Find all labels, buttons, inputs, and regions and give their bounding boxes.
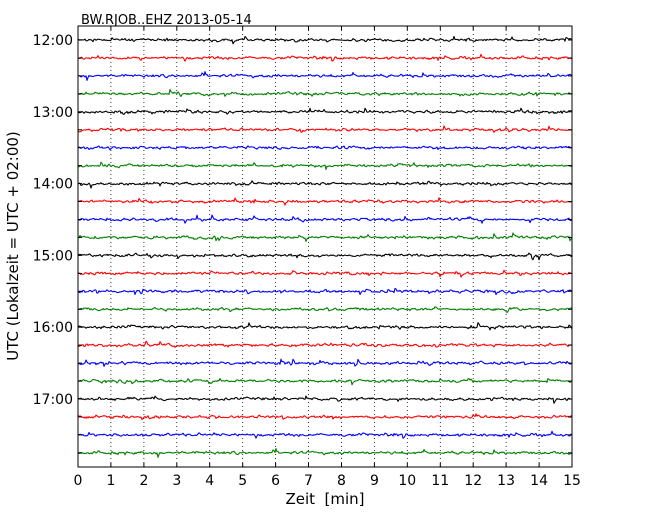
trace-line: [77, 214, 573, 224]
y-axis-label: UTC (Lokalzeit = UTC + 02:00): [4, 131, 22, 361]
trace-line: [77, 107, 573, 115]
x-tick-label: 4: [205, 473, 214, 489]
y-tick-label: 16:00: [33, 320, 73, 336]
trace-line: [77, 358, 573, 367]
seismic-traces: [77, 35, 573, 458]
trace-line: [77, 322, 573, 331]
trace-line: [77, 232, 573, 243]
trace-line: [77, 306, 573, 314]
trace-line: [77, 125, 573, 133]
x-axis-ticks: 0 1 2 3 4 5 6 7 8 9 10 11 12 13 14 15: [74, 26, 581, 489]
trace-line: [77, 340, 573, 348]
y-axis-ticks: 12:00 13:00 14:00 15:00 16:00 17:00: [33, 33, 572, 454]
trace-line: [77, 161, 573, 171]
x-tick-label: 15: [563, 473, 581, 489]
x-tick-label: 3: [172, 473, 181, 489]
trace-line: [77, 53, 573, 62]
y-tick-label: 17:00: [33, 392, 73, 408]
trace-line: [77, 71, 573, 81]
trace-line: [77, 180, 573, 189]
x-tick-label: 5: [238, 473, 247, 489]
x-tick-label: 0: [74, 473, 83, 489]
trace-line: [77, 88, 573, 98]
x-tick-label: 14: [530, 473, 548, 489]
trace-line: [77, 35, 573, 45]
x-tick-label: 2: [139, 473, 148, 489]
x-tick-label: 12: [464, 473, 482, 489]
x-tick-label: 7: [304, 473, 313, 489]
trace-line: [77, 252, 573, 261]
x-axis-label: Zeit [min]: [285, 490, 364, 508]
trace-line: [77, 447, 573, 458]
x-tick-label: 9: [370, 473, 379, 489]
x-tick-label: 8: [337, 473, 346, 489]
chart-title: BW.RJOB..EHZ 2013-05-14: [81, 13, 252, 28]
trace-line: [77, 430, 573, 439]
y-tick-label: 13:00: [33, 105, 73, 121]
trace-line: [77, 395, 573, 404]
x-tick-label: 11: [431, 473, 449, 489]
x-tick-label: 6: [271, 473, 280, 489]
trace-line: [77, 413, 573, 421]
y-tick-label: 12:00: [33, 33, 73, 49]
y-tick-label: 14:00: [33, 177, 73, 193]
x-tick-label: 1: [106, 473, 115, 489]
trace-line: [77, 287, 573, 296]
x-tick-label: 13: [497, 473, 515, 489]
trace-line: [77, 269, 573, 278]
grid-lines: [110, 26, 540, 467]
trace-line: [77, 197, 573, 206]
trace-line: [77, 377, 573, 386]
trace-line: [77, 145, 573, 151]
y-tick-label: 15:00: [33, 248, 73, 264]
plot-area: [78, 26, 572, 467]
plot-frame: [77, 25, 573, 468]
x-tick-label: 10: [398, 473, 416, 489]
